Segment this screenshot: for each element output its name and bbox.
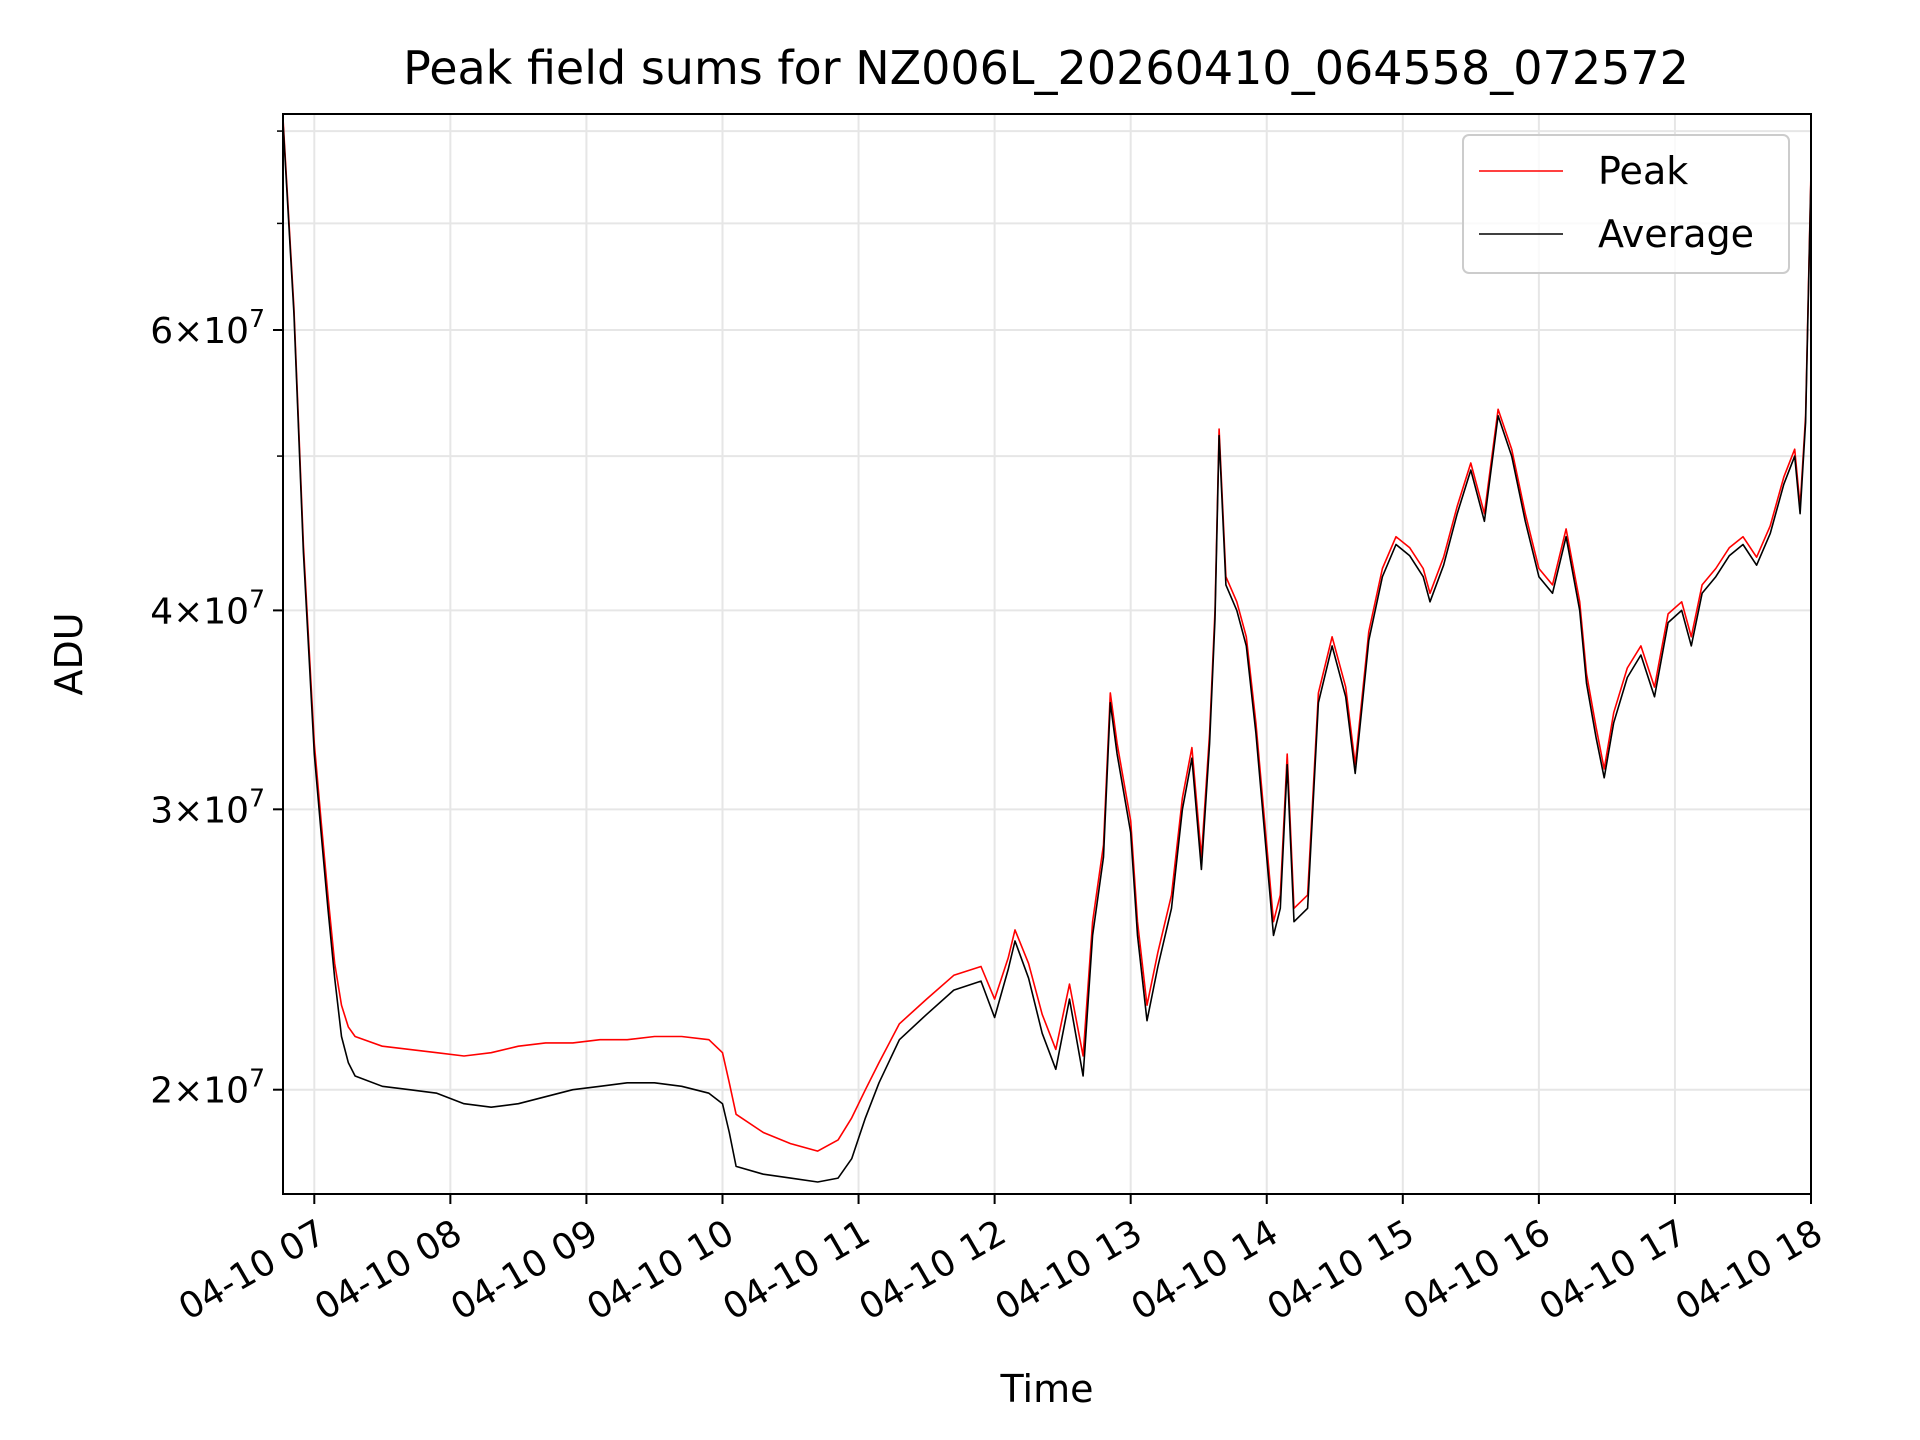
y-tick-exponent: 7 [249,1064,265,1093]
y-tick-times: ×10 [173,311,249,352]
y-tick-label: 6×107 [150,304,265,352]
chart-title: Peak field sums for NZ006L_20260410_0645… [403,41,1689,95]
y-tick-mantissa: 2 [150,1071,173,1112]
y-tick-times: ×10 [173,790,249,831]
y-tick-exponent: 7 [249,584,265,613]
y-tick-label: 4×107 [150,584,265,632]
grid-lines [283,114,1812,1194]
legend-box [1462,134,1790,274]
y-tick-mantissa: 6 [150,311,173,352]
y-tick-times: ×10 [173,591,249,632]
y-tick-mantissa: 4 [150,591,173,632]
y-tick-exponent: 7 [249,783,265,812]
y-tick-label: 2×107 [150,1064,265,1112]
y-tick-times: ×10 [173,1071,249,1112]
y-tick-exponent: 7 [249,304,265,333]
y-axis-label: ADU [47,612,91,695]
legend: Peak Average [1462,134,1790,274]
legend-label-average: Average [1598,212,1754,256]
x-axis-label: Time [1000,1367,1094,1411]
series-line-peak [283,118,1811,1152]
plot-frame [282,113,1812,1195]
series-line-average [283,122,1811,1183]
legend-label-peak: Peak [1598,149,1688,193]
plot-area [283,118,1811,1183]
y-tick-mantissa: 3 [150,790,173,831]
y-tick-label: 3×107 [150,783,265,831]
